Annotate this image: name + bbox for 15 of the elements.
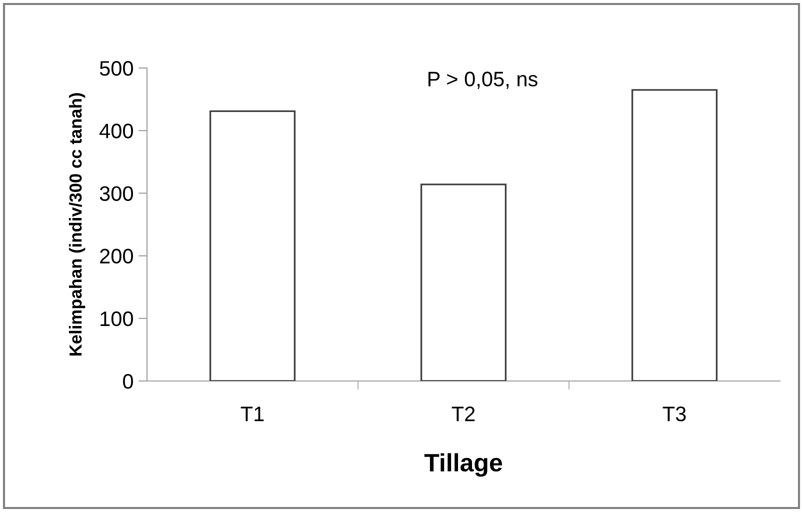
bar: [420, 184, 507, 381]
x-tick-label: T2: [452, 406, 475, 422]
x-tick-label: T1: [240, 406, 264, 422]
y-tick-label: 400: [100, 124, 133, 138]
y-tick-label: 300: [100, 186, 133, 201]
y-tick-label: 0: [123, 374, 133, 389]
x-axis-title: Tillage: [424, 453, 502, 477]
x-tick-label: T3: [662, 406, 686, 422]
y-tick-label: 500: [100, 61, 133, 76]
bar: [209, 110, 296, 381]
y-tick-label: 100: [100, 311, 133, 326]
y-tick-label: 200: [100, 248, 133, 264]
y-axis-title: Kelimpahan (indiv/300 cc tanah): [68, 93, 86, 356]
annotation: P > 0,05, ns: [428, 72, 538, 89]
bar: [631, 89, 718, 381]
